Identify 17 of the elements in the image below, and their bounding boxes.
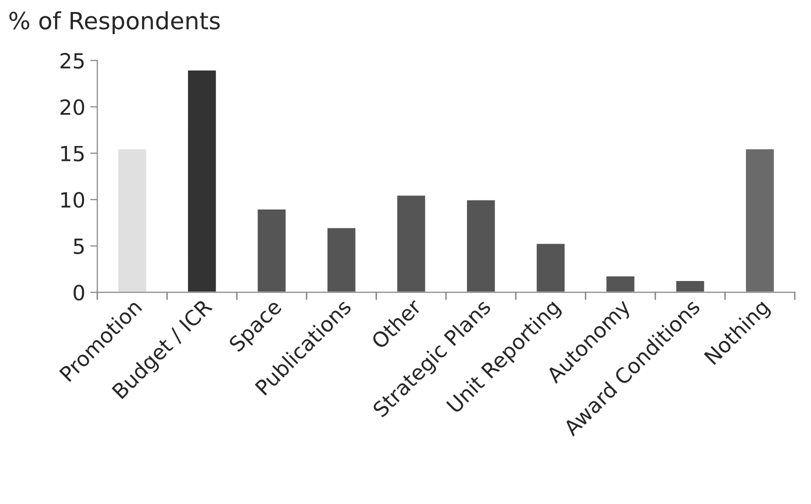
bar: [116, 148, 148, 292]
bar: [605, 274, 636, 292]
bar: [466, 198, 496, 292]
y-tick-label: 15: [61, 146, 84, 162]
bar: [396, 194, 427, 292]
y-tick-label: 5: [74, 238, 84, 254]
bar: [186, 69, 218, 292]
bar: [674, 280, 706, 292]
y-tick-label: 0: [74, 284, 84, 301]
bar: [744, 148, 776, 292]
y-tick-label: 10: [61, 192, 84, 208]
bar: [326, 226, 357, 292]
bar: [256, 208, 288, 292]
y-tick-label: 20: [60, 99, 84, 116]
y-tick-label: 25: [60, 52, 84, 69]
bar: [535, 242, 566, 292]
chart-title: % of Respondents: [9, 11, 220, 34]
